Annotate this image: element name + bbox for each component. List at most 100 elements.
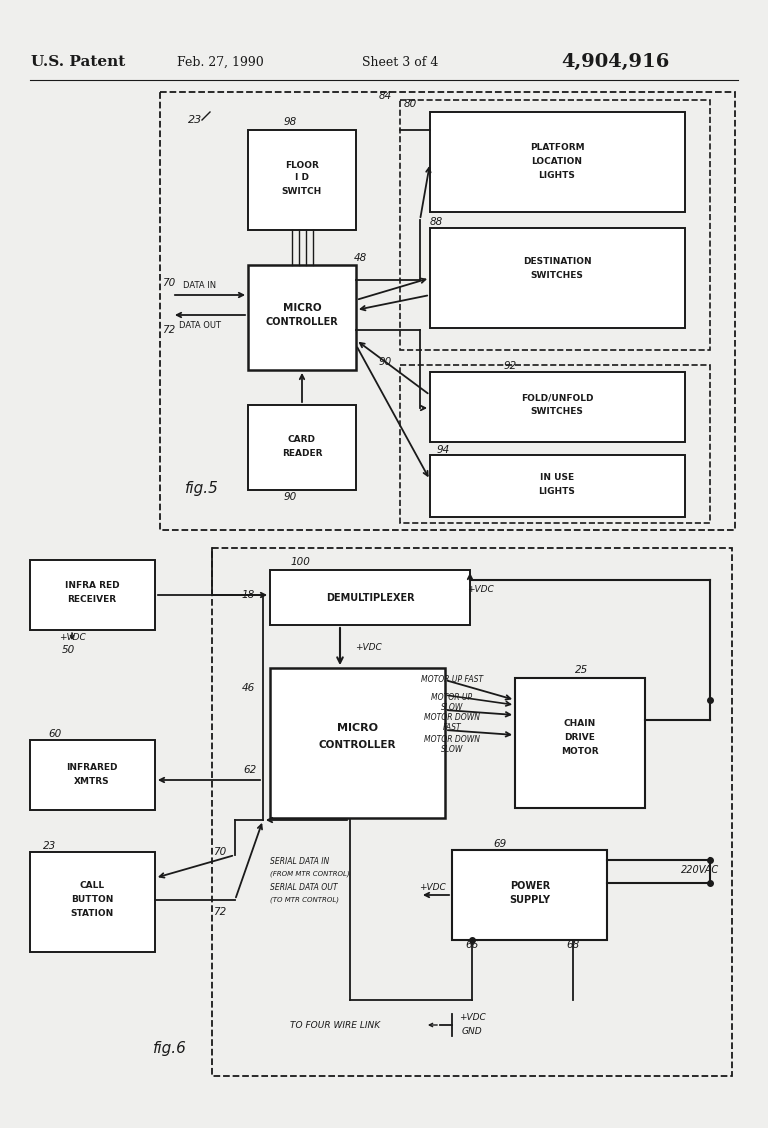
Text: 70: 70 <box>214 847 227 857</box>
Bar <box>430 372 685 442</box>
Text: SUPPLY: SUPPLY <box>509 895 551 905</box>
Text: CARD: CARD <box>288 435 316 444</box>
Text: IN USE: IN USE <box>540 474 574 483</box>
Text: MOTOR DOWN: MOTOR DOWN <box>424 714 480 723</box>
Text: (TO MTR CONTROL): (TO MTR CONTROL) <box>270 897 339 904</box>
Bar <box>160 92 735 530</box>
Bar <box>430 112 685 212</box>
Text: 62: 62 <box>243 765 257 775</box>
Text: fig.6: fig.6 <box>153 1040 187 1056</box>
Text: MICRO: MICRO <box>336 723 378 733</box>
Text: CONTROLLER: CONTROLLER <box>266 317 339 327</box>
Text: 69: 69 <box>493 839 507 849</box>
Text: 66: 66 <box>465 940 478 950</box>
Text: DATA IN: DATA IN <box>184 281 217 290</box>
Text: RECEIVER: RECEIVER <box>68 596 117 605</box>
Text: (FROM MTR CONTROL): (FROM MTR CONTROL) <box>270 871 349 878</box>
Text: MOTOR UP: MOTOR UP <box>432 694 472 703</box>
Bar <box>400 100 710 350</box>
Text: SWITCHES: SWITCHES <box>531 407 584 416</box>
Bar <box>30 559 155 631</box>
Text: Feb. 27, 1990: Feb. 27, 1990 <box>177 55 263 69</box>
Text: Sheet 3 of 4: Sheet 3 of 4 <box>362 55 439 69</box>
Bar <box>248 405 356 490</box>
Text: SERIAL DATA IN: SERIAL DATA IN <box>270 857 329 866</box>
Text: MICRO: MICRO <box>283 303 321 312</box>
Text: DESTINATION: DESTINATION <box>523 257 591 266</box>
Text: 72: 72 <box>162 325 175 335</box>
Text: 50: 50 <box>61 645 74 655</box>
Text: 94: 94 <box>437 446 450 455</box>
Text: 4,904,916: 4,904,916 <box>561 53 669 71</box>
Text: +VDC: +VDC <box>419 883 445 892</box>
Text: 70: 70 <box>162 277 175 288</box>
Text: 90: 90 <box>283 492 296 502</box>
Text: TO FOUR WIRE LINK: TO FOUR WIRE LINK <box>290 1021 380 1030</box>
Text: CHAIN: CHAIN <box>564 720 596 729</box>
Text: FOLD/UNFOLD: FOLD/UNFOLD <box>521 394 593 403</box>
Text: SWITCHES: SWITCHES <box>531 272 584 281</box>
Text: MOTOR UP FAST: MOTOR UP FAST <box>421 676 483 685</box>
Text: INFRA RED: INFRA RED <box>65 582 119 590</box>
Text: 88: 88 <box>430 217 443 227</box>
Bar <box>212 548 732 1076</box>
Text: SLOW: SLOW <box>441 746 463 755</box>
Text: +VDC: +VDC <box>355 643 382 652</box>
Bar <box>515 678 645 808</box>
Text: POWER: POWER <box>510 881 550 891</box>
Text: 72: 72 <box>214 907 227 917</box>
Text: 23: 23 <box>43 841 57 851</box>
Text: 60: 60 <box>48 729 61 739</box>
Bar <box>30 852 155 952</box>
Text: MOTOR: MOTOR <box>561 748 599 757</box>
Text: 220VAC: 220VAC <box>681 865 719 875</box>
Text: BUTTON: BUTTON <box>71 896 113 905</box>
Text: XMTRS: XMTRS <box>74 777 110 786</box>
Text: FLOOR: FLOOR <box>285 160 319 169</box>
Text: FAST: FAST <box>442 723 462 732</box>
Text: SLOW: SLOW <box>441 704 463 713</box>
Text: CALL: CALL <box>79 881 104 890</box>
Text: U.S. Patent: U.S. Patent <box>31 55 125 69</box>
Text: 100: 100 <box>290 557 310 567</box>
Bar <box>248 130 356 230</box>
Text: 23: 23 <box>188 115 202 125</box>
Text: LIGHTS: LIGHTS <box>538 171 575 180</box>
Text: 48: 48 <box>353 253 366 263</box>
Text: DEMULTIPLEXER: DEMULTIPLEXER <box>326 593 414 603</box>
Text: PLATFORM: PLATFORM <box>530 143 584 152</box>
Text: +VDC: +VDC <box>458 1013 485 1022</box>
Bar <box>400 365 710 523</box>
Text: SWITCH: SWITCH <box>282 187 322 196</box>
Bar <box>270 668 445 818</box>
Bar <box>270 570 470 625</box>
Bar <box>430 455 685 517</box>
Text: CONTROLLER: CONTROLLER <box>318 740 396 750</box>
Text: LIGHTS: LIGHTS <box>538 487 575 496</box>
Text: DRIVE: DRIVE <box>564 733 595 742</box>
Text: STATION: STATION <box>71 909 114 918</box>
Text: +VDC: +VDC <box>467 585 493 594</box>
Text: 90: 90 <box>379 356 392 367</box>
Bar <box>30 740 155 810</box>
Bar <box>452 851 607 940</box>
Text: LOCATION: LOCATION <box>531 158 582 167</box>
Text: 92: 92 <box>503 361 517 371</box>
Text: READER: READER <box>282 449 323 458</box>
Bar <box>430 228 685 328</box>
Text: 68: 68 <box>566 940 580 950</box>
Text: DATA OUT: DATA OUT <box>179 320 221 329</box>
Text: 25: 25 <box>575 666 588 675</box>
Text: fig.5: fig.5 <box>185 481 219 495</box>
Text: +VDC: +VDC <box>58 634 85 643</box>
Text: 98: 98 <box>283 117 296 127</box>
Bar <box>248 265 356 370</box>
Text: SERIAL DATA OUT: SERIAL DATA OUT <box>270 883 337 892</box>
Text: I D: I D <box>295 174 309 183</box>
Text: 46: 46 <box>241 682 255 693</box>
Text: INFRARED: INFRARED <box>66 764 118 773</box>
Text: 80: 80 <box>404 99 417 109</box>
Text: MOTOR DOWN: MOTOR DOWN <box>424 735 480 744</box>
Text: 18: 18 <box>241 590 255 600</box>
Text: GND: GND <box>462 1028 482 1037</box>
